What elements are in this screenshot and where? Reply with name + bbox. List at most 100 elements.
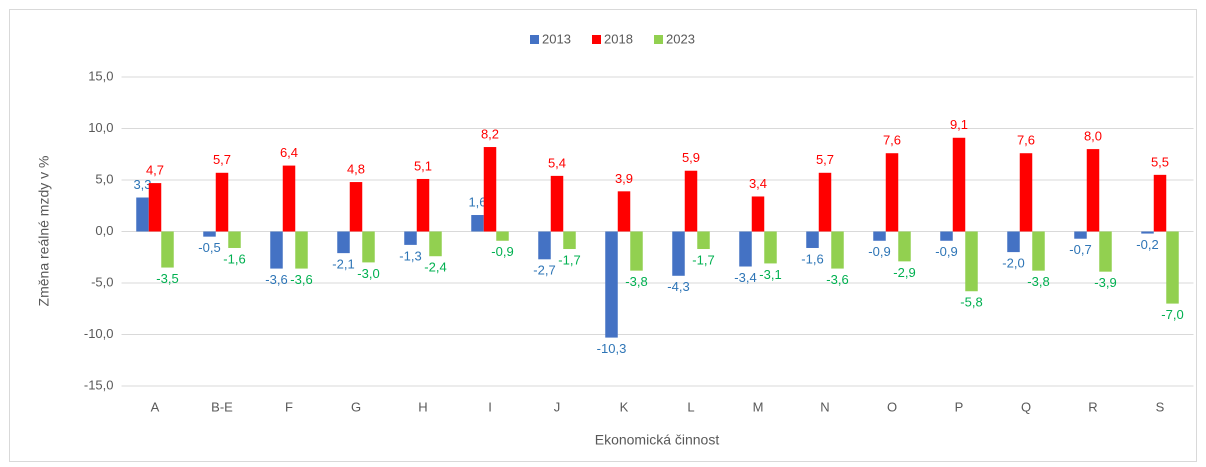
bar xyxy=(831,231,844,269)
data-label: -1,3 xyxy=(399,248,421,263)
bar xyxy=(1153,174,1167,232)
bar xyxy=(148,183,162,232)
bar xyxy=(161,231,174,268)
bar xyxy=(684,170,698,232)
bar xyxy=(215,172,229,232)
bar xyxy=(806,231,819,248)
data-label: 3,4 xyxy=(749,176,767,191)
legend-swatch xyxy=(592,35,601,44)
x-tick-label: R xyxy=(1088,399,1097,414)
data-label: -3,5 xyxy=(156,271,178,286)
bar xyxy=(764,231,777,264)
data-label: 9,1 xyxy=(950,117,968,132)
data-label: 4,8 xyxy=(347,161,365,176)
data-label: 5,7 xyxy=(816,152,834,167)
bar xyxy=(1032,231,1045,271)
bar xyxy=(429,231,442,257)
bar xyxy=(228,231,241,248)
bar xyxy=(483,147,497,232)
y-tick-label: -15,0 xyxy=(84,377,114,392)
data-label: -1,6 xyxy=(223,251,245,266)
y-tick-label: 5,0 xyxy=(95,171,113,186)
data-label: -0,9 xyxy=(491,244,513,259)
y-tick-label: -10,0 xyxy=(84,326,114,341)
bar xyxy=(818,172,832,232)
data-label: -0,9 xyxy=(935,244,957,259)
data-label: -1,6 xyxy=(801,251,823,266)
data-label: 5,9 xyxy=(682,150,700,165)
bar xyxy=(282,165,296,232)
data-label: -2,7 xyxy=(533,263,555,278)
data-label: -3,0 xyxy=(357,266,379,281)
bar xyxy=(538,231,551,260)
data-label: -0,5 xyxy=(198,240,220,255)
bar xyxy=(1086,149,1100,232)
data-label: -5,8 xyxy=(960,295,982,310)
data-label: -3,6 xyxy=(290,272,312,287)
bar xyxy=(751,196,765,232)
bar xyxy=(739,231,752,267)
data-label: -2,0 xyxy=(1002,256,1024,271)
data-label: -3,9 xyxy=(1094,275,1116,290)
legend-label: 2018 xyxy=(604,31,633,46)
data-label: -2,4 xyxy=(424,260,446,275)
bar xyxy=(672,231,685,276)
bar xyxy=(1166,231,1179,304)
x-tick-label: B-E xyxy=(211,399,233,414)
data-label: 6,4 xyxy=(280,145,298,160)
bar xyxy=(697,231,710,250)
y-axis-title: Změna reálné mzdy v % xyxy=(36,156,52,307)
bar xyxy=(416,178,430,232)
data-label: -1,7 xyxy=(692,252,714,267)
data-label: -7,0 xyxy=(1161,307,1183,322)
data-label: -2,9 xyxy=(893,265,915,280)
bar xyxy=(550,175,564,232)
data-label: -2,1 xyxy=(332,257,354,272)
x-tick-label: L xyxy=(687,399,694,414)
y-tick-label: 0,0 xyxy=(95,223,113,238)
x-tick-label: K xyxy=(620,399,629,414)
data-label: 3,9 xyxy=(615,171,633,186)
bar xyxy=(337,231,350,254)
bar xyxy=(885,153,899,232)
y-tick-label: 10,0 xyxy=(88,120,113,135)
data-label: 5,7 xyxy=(213,152,231,167)
x-tick-label: P xyxy=(955,399,964,414)
data-label: -1,7 xyxy=(558,252,580,267)
bar xyxy=(1019,153,1033,232)
bar xyxy=(404,231,417,245)
bar xyxy=(362,231,375,263)
legend-swatch xyxy=(530,35,539,44)
bar xyxy=(952,137,966,232)
x-tick-label: H xyxy=(418,399,427,414)
data-label: -3,8 xyxy=(625,274,647,289)
bar xyxy=(563,231,576,250)
x-tick-label: N xyxy=(820,399,829,414)
data-label: 3,3 xyxy=(133,177,151,192)
bar xyxy=(1007,231,1020,253)
data-label: 4,7 xyxy=(146,163,164,178)
y-tick-label: -5,0 xyxy=(91,274,113,289)
data-label: 8,2 xyxy=(481,126,499,141)
x-tick-label: I xyxy=(488,399,492,414)
data-label: -0,9 xyxy=(868,244,890,259)
bar xyxy=(1074,231,1087,239)
legend-label: 2013 xyxy=(542,31,571,46)
bar xyxy=(1099,231,1112,272)
x-axis-title: Ekonomická činnost xyxy=(595,432,720,448)
x-tick-label: Q xyxy=(1021,399,1031,414)
x-tick-label: J xyxy=(554,399,561,414)
x-tick-label: A xyxy=(151,399,160,414)
legend-label: 2023 xyxy=(666,31,695,46)
bar xyxy=(605,231,618,338)
bar xyxy=(203,231,216,237)
data-label: -3,6 xyxy=(265,272,287,287)
bar xyxy=(630,231,643,271)
bar xyxy=(898,231,911,262)
x-tick-label: O xyxy=(887,399,897,414)
bar xyxy=(136,197,149,232)
data-label: 5,1 xyxy=(414,158,432,173)
bar xyxy=(1141,231,1154,234)
data-label: -3,6 xyxy=(826,272,848,287)
x-tick-label: S xyxy=(1156,399,1165,414)
